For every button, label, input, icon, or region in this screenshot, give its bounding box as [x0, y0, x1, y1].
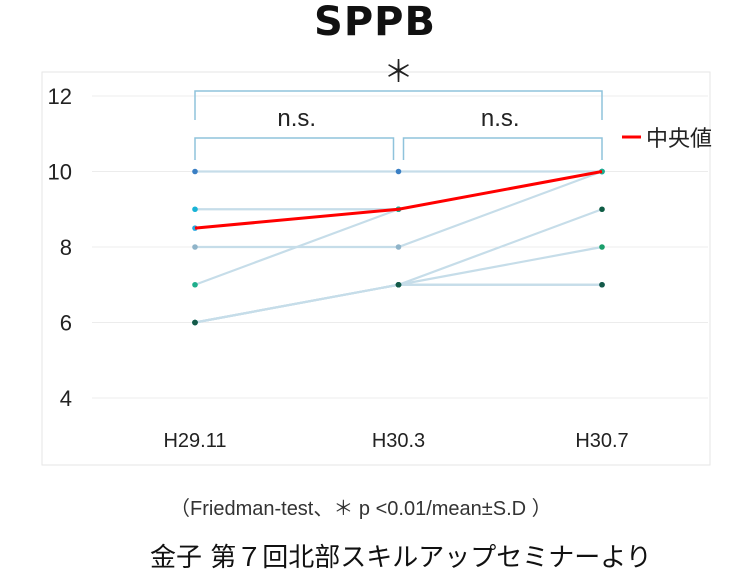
data-point: [192, 206, 198, 213]
data-point: [192, 319, 198, 326]
source-credit: 金子 第７回北部スキルアップセミナーより: [150, 543, 652, 573]
plot-frame: [41, 71, 711, 466]
x-tick-label: H30.7: [575, 430, 628, 452]
y-tick-labels: 4 6 8 10 12: [48, 84, 72, 411]
y-tick-label: 6: [60, 311, 72, 336]
y-tick-label: 8: [60, 235, 72, 260]
legend: 中央値: [622, 126, 712, 151]
data-point: [192, 244, 198, 250]
significance-label: n.s.: [277, 105, 316, 132]
data-point: [599, 206, 605, 213]
legend-label: 中央値: [646, 126, 712, 151]
x-tick-label: H29.11: [163, 430, 226, 452]
significance-label: ＊: [384, 56, 414, 89]
y-tick-label: 10: [48, 160, 72, 185]
data-point: [192, 168, 198, 175]
chart-title: SPPB: [314, 0, 436, 45]
significance-bracket: [194, 137, 395, 160]
x-tick-labels: H29.11 H30.3 H30.7: [163, 430, 628, 452]
significance-bracket: [402, 137, 603, 160]
data-point: [395, 168, 402, 175]
y-tick-label: 12: [48, 84, 72, 109]
data-point: [395, 244, 402, 250]
median-series: [194, 170, 603, 230]
data-point: [599, 281, 605, 288]
significance-brackets: ＊ n.s. n.s.: [194, 56, 603, 160]
data-point: [395, 281, 402, 288]
data-point: [599, 244, 605, 250]
y-tick-label: 4: [60, 386, 72, 411]
data-point: [192, 281, 198, 288]
significance-bracket: [194, 90, 603, 120]
significance-label: n.s.: [481, 105, 520, 132]
footnote: （Friedman-test、＊ p <0.01/mean±S.D ）: [170, 498, 552, 520]
x-tick-label: H30.3: [372, 430, 425, 452]
median-line: [194, 170, 603, 230]
